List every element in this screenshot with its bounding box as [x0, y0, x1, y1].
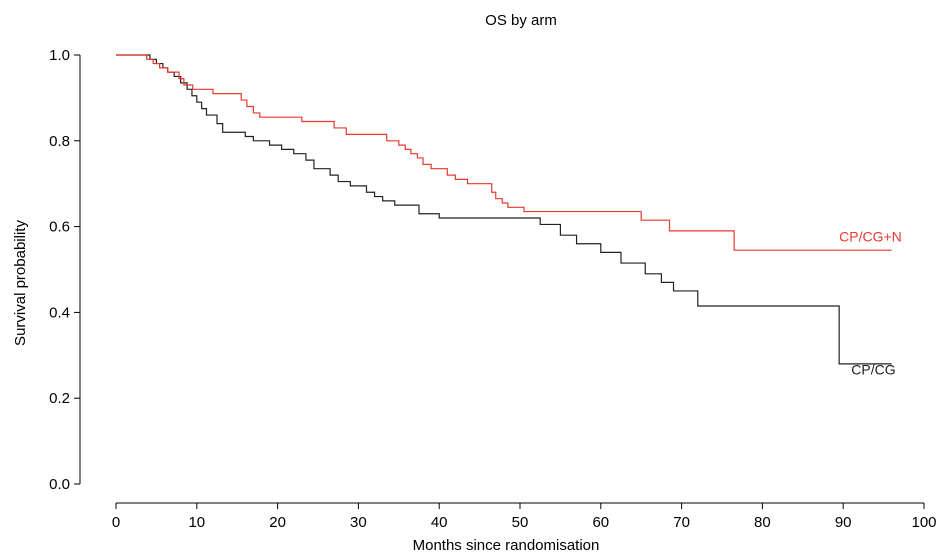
x-tick-label: 90 — [835, 514, 852, 531]
x-tick-label: 70 — [673, 514, 690, 531]
x-tick-label: 80 — [754, 514, 771, 531]
axes: 0.0 0.2 0.4 0.6 0.8 1.0 0 10 20 30 40 50 60 70 80 90 100 — [49, 47, 936, 531]
chart-title: OS by arm — [485, 12, 557, 29]
x-tick-label: 40 — [431, 514, 448, 531]
series-line-cp-cg-n — [116, 54, 892, 251]
y-tick-label: 0.4 — [49, 304, 70, 321]
x-tick-label: 10 — [188, 514, 205, 531]
x-tick-label: 0 — [112, 514, 120, 531]
y-axis-title: Survival probability — [12, 220, 29, 346]
x-tick-label: 50 — [512, 514, 529, 531]
series-label-cp-cg-n: CP/CG+N — [839, 229, 902, 245]
y-tick-label: 1.0 — [49, 47, 70, 64]
series-line-cp-cg — [116, 54, 892, 365]
x-axis-title: Months since randomisation — [413, 537, 600, 554]
x-tick-label: 100 — [911, 514, 936, 531]
series-lines: CP/CG CP/CG+N — [116, 54, 902, 378]
y-tick-label: 0.6 — [49, 219, 70, 236]
y-tick-label: 0.0 — [49, 476, 70, 493]
y-tick-label: 0.8 — [49, 133, 70, 150]
x-tick-label: 20 — [269, 514, 286, 531]
series-label-cp-cg: CP/CG — [851, 362, 895, 378]
x-tick-label: 30 — [350, 514, 367, 531]
x-tick-label: 60 — [592, 514, 609, 531]
y-tick-label: 0.2 — [49, 390, 70, 407]
